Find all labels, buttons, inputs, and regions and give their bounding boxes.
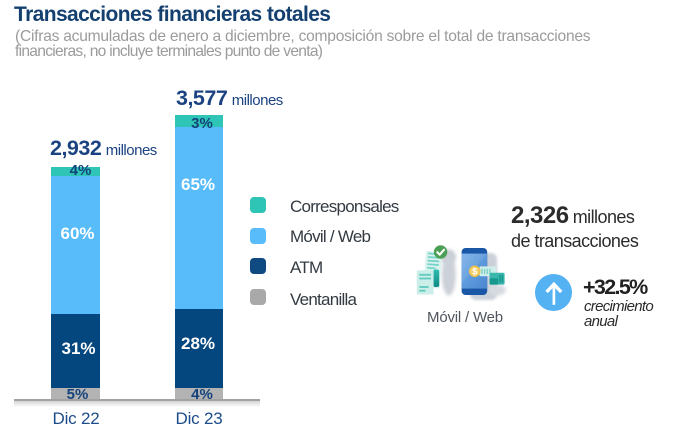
svg-text:$: $ (472, 267, 477, 277)
